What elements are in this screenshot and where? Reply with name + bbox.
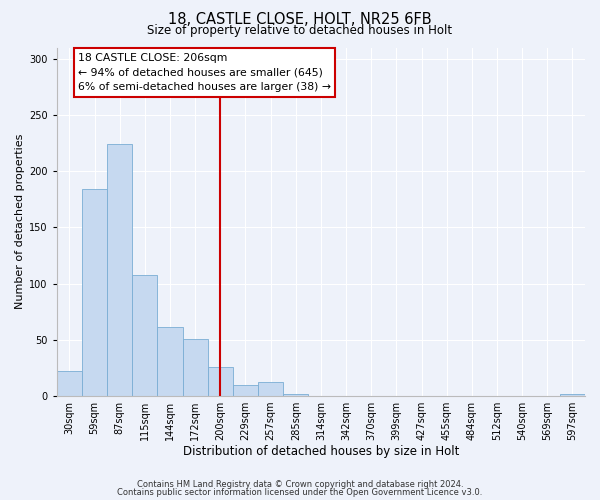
Text: Contains public sector information licensed under the Open Government Licence v3: Contains public sector information licen…	[118, 488, 482, 497]
Text: Contains HM Land Registry data © Crown copyright and database right 2024.: Contains HM Land Registry data © Crown c…	[137, 480, 463, 489]
Bar	[283, 394, 308, 396]
Bar	[82, 189, 107, 396]
Text: 18, CASTLE CLOSE, HOLT, NR25 6FB: 18, CASTLE CLOSE, HOLT, NR25 6FB	[168, 12, 432, 28]
Bar	[258, 382, 283, 396]
X-axis label: Distribution of detached houses by size in Holt: Distribution of detached houses by size …	[183, 444, 459, 458]
Bar	[208, 366, 233, 396]
Bar	[132, 274, 157, 396]
Text: Size of property relative to detached houses in Holt: Size of property relative to detached ho…	[148, 24, 452, 37]
Bar	[157, 328, 182, 396]
Text: 18 CASTLE CLOSE: 206sqm
← 94% of detached houses are smaller (645)
6% of semi-de: 18 CASTLE CLOSE: 206sqm ← 94% of detache…	[78, 52, 331, 92]
Bar	[233, 384, 258, 396]
Bar	[182, 338, 208, 396]
Bar	[107, 144, 132, 396]
Bar	[560, 394, 585, 396]
Y-axis label: Number of detached properties: Number of detached properties	[15, 134, 25, 310]
Bar	[57, 371, 82, 396]
